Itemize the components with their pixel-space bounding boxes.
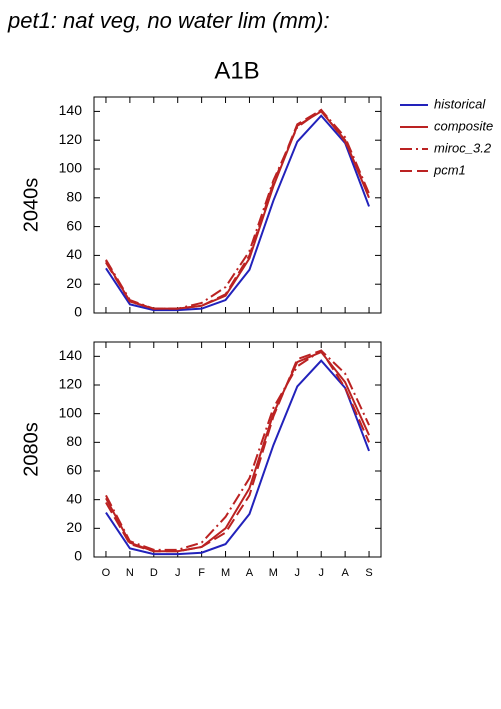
x-tick-label: A <box>341 567 349 579</box>
y-tick-label: 0 <box>74 548 82 564</box>
x-tick-label: M <box>269 567 278 579</box>
y-tick-label: 20 <box>66 519 82 535</box>
y-tick-label: 140 <box>59 102 83 118</box>
x-tick-label: J <box>318 567 324 579</box>
x-tick-label: M <box>221 567 230 579</box>
y-axis-label: 2040s <box>20 178 42 233</box>
y-tick-label: 120 <box>59 131 83 147</box>
plot-frame <box>93 96 382 314</box>
series-line <box>105 108 370 310</box>
scenario-title: A1B <box>214 57 259 84</box>
plot-frame <box>93 341 382 558</box>
legend-label: composite <box>434 118 493 133</box>
y-tick-label: 40 <box>66 246 82 262</box>
series-line <box>105 349 370 551</box>
series-line <box>105 359 370 556</box>
y-tick-label: 80 <box>66 433 82 449</box>
x-tick-label: F <box>198 567 205 579</box>
y-tick-label: 60 <box>66 462 82 478</box>
x-tick-label: N <box>126 567 134 579</box>
y-tick-label: 120 <box>59 376 83 392</box>
x-tick-label: S <box>365 567 372 579</box>
y-tick-label: 20 <box>66 275 82 291</box>
series-line <box>105 350 370 553</box>
x-tick-label: J <box>175 567 181 579</box>
series-line <box>105 110 370 310</box>
x-tick-label: J <box>295 567 301 579</box>
legend-label: miroc_3.2 <box>434 140 492 155</box>
series-line <box>105 114 370 312</box>
y-tick-label: 100 <box>59 404 83 420</box>
x-tick-label: O <box>102 567 111 579</box>
page-title: pet1: nat veg, no water lim (mm): <box>7 8 330 33</box>
y-axis-label: 2080s <box>20 422 42 477</box>
y-tick-label: 140 <box>59 347 83 363</box>
y-tick-label: 0 <box>74 304 82 320</box>
x-tick-label: D <box>150 567 158 579</box>
legend-label: historical <box>434 96 486 111</box>
y-tick-label: 100 <box>59 160 83 176</box>
x-tick-label: A <box>246 567 254 579</box>
series-line <box>105 108 370 310</box>
legend-label: pcm1 <box>433 162 466 177</box>
y-tick-label: 60 <box>66 217 82 233</box>
y-tick-label: 80 <box>66 189 82 205</box>
series-line <box>105 349 370 553</box>
y-tick-label: 40 <box>66 490 82 506</box>
